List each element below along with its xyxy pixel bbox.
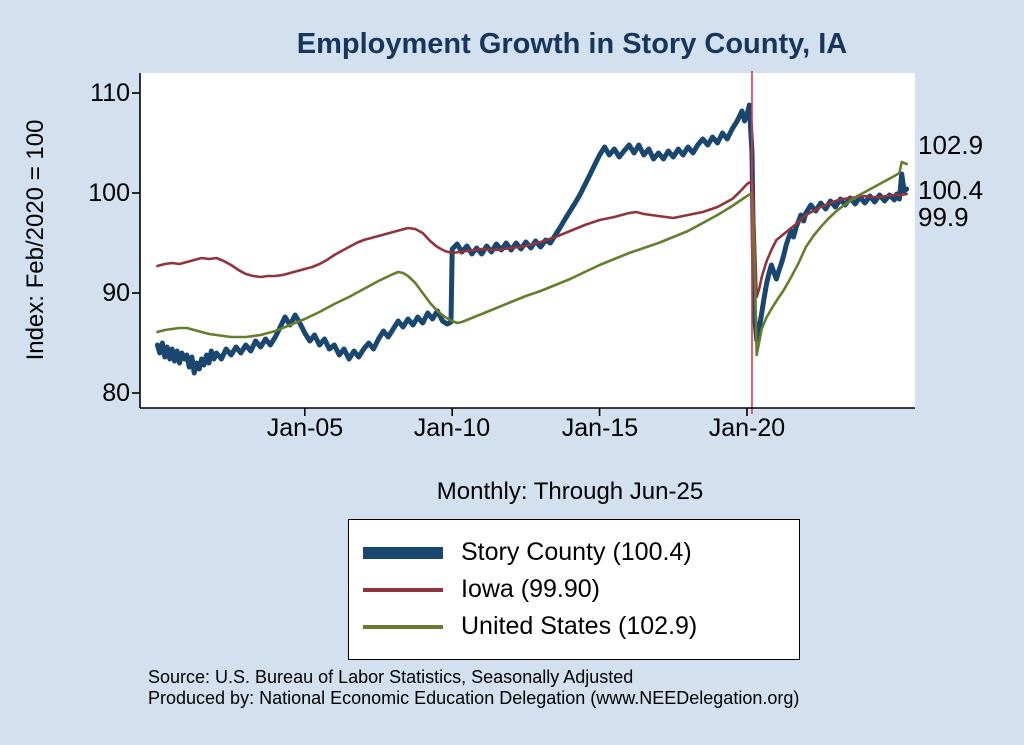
legend-label: Story County (100.4) (461, 538, 692, 566)
end-label-story-county: 100.4 (918, 175, 984, 205)
y-tick-label: 110 (90, 79, 130, 107)
legend-row-story-county: Story County (100.4) (363, 534, 799, 571)
legend: Story County (100.4) Iowa (99.90) United… (348, 519, 800, 660)
legend-row-united-states: United States (102.9) (363, 608, 799, 645)
end-label-iowa: 99.9 (918, 202, 969, 232)
iowa-line (156, 179, 909, 299)
end-label-united-states: 102.9 (918, 130, 984, 160)
y-tick-label: 80 (102, 379, 130, 407)
chart-title: Employment Growth in Story County, IA (296, 28, 848, 60)
x-tick-label: Jan-20 (708, 414, 786, 442)
y-tick-label: 90 (102, 279, 130, 307)
x-tick-label: Jan-10 (413, 414, 491, 442)
united-states-line-swatch (363, 624, 443, 629)
united-states-line (156, 160, 909, 357)
chart-subtitle: Monthly: Through Jun-25 (436, 478, 704, 505)
iowa-line-swatch (363, 587, 443, 592)
legend-row-iowa: Iowa (99.90) (363, 571, 799, 608)
x-tick-label: Jan-15 (561, 414, 639, 442)
legend-label: United States (102.9) (461, 612, 698, 640)
source-line: Source: U.S. Bureau of Labor Statistics,… (148, 667, 634, 687)
plot-area (132, 71, 915, 416)
legend-label: Iowa (99.90) (461, 575, 600, 603)
producer-line: Produced by: National Economic Education… (148, 688, 800, 708)
y-axis-label: Index: Feb/2020 = 100 (22, 119, 49, 361)
story-county-line-swatch (363, 546, 443, 559)
source-notes: Source: U.S. Bureau of Labor Statistics,… (148, 667, 799, 709)
y-tick-label: 100 (88, 179, 130, 207)
x-tick-label: Jan-05 (266, 414, 344, 442)
